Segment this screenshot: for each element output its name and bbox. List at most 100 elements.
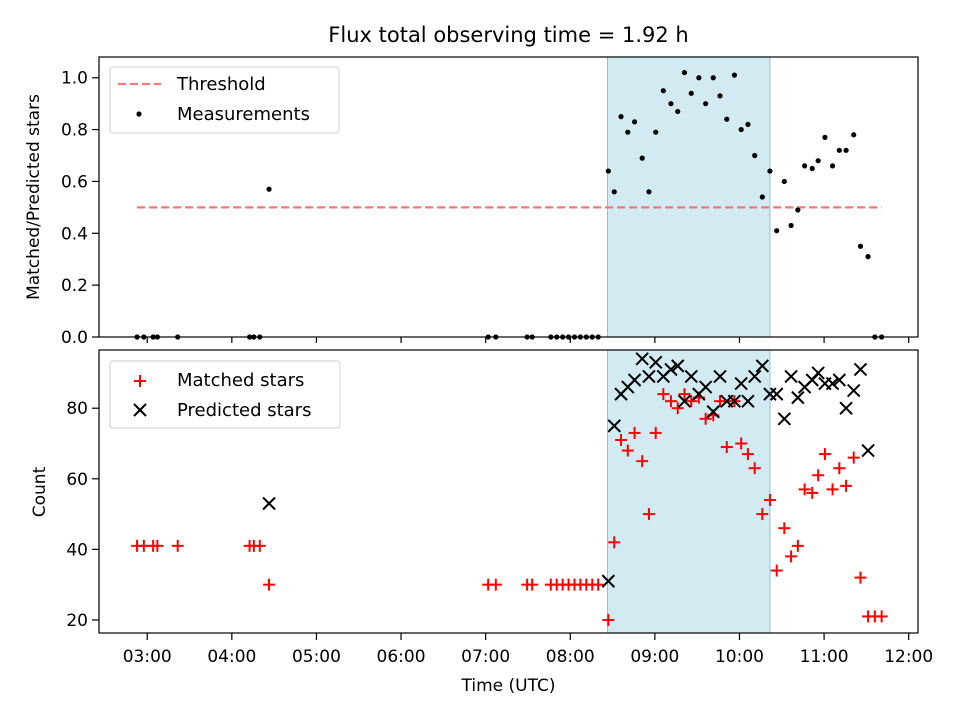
measurement-point bbox=[802, 163, 808, 169]
predicted-star-point bbox=[846, 383, 861, 398]
measurement-point bbox=[646, 189, 652, 195]
predicted-star-point bbox=[677, 394, 692, 408]
bottom-y-tick-label: 60 bbox=[66, 470, 88, 490]
measurement-point bbox=[781, 178, 787, 185]
predicted-star-point bbox=[727, 394, 742, 408]
measurement-point bbox=[675, 108, 681, 115]
predicted-star-point bbox=[748, 369, 762, 384]
measurement-point bbox=[625, 129, 631, 135]
measurement-point bbox=[668, 101, 674, 107]
x-tick-label: 07:00 bbox=[461, 647, 510, 667]
predicted-star-point bbox=[706, 405, 720, 419]
matched-star-point bbox=[602, 613, 615, 626]
measurement-point bbox=[631, 119, 638, 125]
bottom-x-ticks: 03:00 04:00 05:00 06:00 07:00 08:00 09:00 10:00… bbox=[123, 633, 933, 667]
measurement-point bbox=[759, 194, 765, 200]
predicted-star-point bbox=[755, 359, 770, 373]
measurement-point bbox=[843, 147, 849, 153]
x-tick-label: 06:00 bbox=[377, 647, 426, 667]
predicted-star-point bbox=[839, 401, 853, 415]
matched-star-point bbox=[642, 508, 655, 521]
top-y-tick-label: 0.4 bbox=[61, 224, 88, 244]
predicted-star-point bbox=[811, 366, 825, 380]
matched-star-point bbox=[685, 395, 698, 408]
measurement-point bbox=[829, 163, 836, 169]
measurement-legend-dot-icon bbox=[136, 111, 142, 117]
matched-star-point bbox=[171, 539, 184, 552]
measurement-point bbox=[815, 158, 821, 164]
measurement-point bbox=[724, 116, 730, 122]
top-y-tick-label: 0.6 bbox=[61, 172, 88, 192]
measurement-point bbox=[639, 155, 645, 161]
measurement-point bbox=[653, 129, 659, 135]
measurement-point bbox=[745, 121, 751, 128]
matched-star-point bbox=[840, 479, 853, 492]
legend-measurements-label: Measurements bbox=[177, 104, 310, 125]
matched-star-point bbox=[818, 448, 831, 461]
top-plot-frame bbox=[98, 56, 919, 338]
matched-star-point bbox=[763, 493, 776, 506]
matched-star-point bbox=[657, 388, 670, 401]
measurement-point bbox=[688, 90, 694, 96]
x-tick-label: 05:00 bbox=[292, 647, 341, 667]
measurement-point bbox=[731, 72, 738, 78]
matched-star-point bbox=[812, 469, 825, 482]
top-y-axis-label: Matched/Predicted stars bbox=[24, 94, 44, 300]
matched-star-point bbox=[847, 451, 860, 464]
predicted-star-point bbox=[777, 412, 792, 426]
measurement-point bbox=[681, 69, 688, 76]
x-axis-label: Time (UTC) bbox=[461, 676, 556, 696]
predicted-star-point bbox=[791, 390, 805, 405]
matched-star-point bbox=[756, 508, 769, 521]
matched-star-point bbox=[833, 462, 846, 475]
matched-star-point bbox=[151, 539, 164, 552]
predicted-star-point bbox=[635, 352, 649, 366]
x-tick-label: 03:00 bbox=[123, 647, 172, 667]
predicted-star-point bbox=[769, 387, 784, 401]
predicted-legend-x-icon bbox=[133, 403, 147, 417]
predicted-star-point bbox=[607, 419, 621, 433]
predicted-star-point bbox=[601, 574, 616, 588]
matched-star-point bbox=[875, 610, 888, 623]
bottom-legend-box bbox=[109, 360, 341, 429]
x-tick-label: 12:00 bbox=[884, 647, 933, 667]
matched-star-point bbox=[608, 536, 621, 549]
top-highlight-layer bbox=[606, 56, 771, 338]
matched-star-point bbox=[735, 437, 748, 450]
matched-star-point bbox=[678, 388, 691, 401]
measurement-point bbox=[809, 165, 815, 172]
top-legend-box bbox=[109, 66, 340, 134]
measurement-point bbox=[822, 134, 828, 140]
matched-star-point bbox=[526, 578, 539, 591]
matched-star-point bbox=[826, 483, 839, 496]
measurement-point bbox=[717, 93, 723, 99]
matched-star-point bbox=[489, 578, 502, 591]
bottom-y-axis-label: Count bbox=[30, 466, 50, 517]
predicted-star-point bbox=[741, 394, 755, 408]
predicted-star-point bbox=[861, 443, 875, 458]
matched-star-point bbox=[798, 483, 811, 496]
predicted-star-point bbox=[853, 362, 868, 377]
matched-star-point bbox=[720, 441, 733, 454]
matched-star-point bbox=[770, 564, 783, 577]
matched-star-point bbox=[263, 578, 276, 591]
matched-star-point bbox=[664, 395, 677, 408]
measurement-point bbox=[738, 126, 744, 133]
matched-star-point bbox=[741, 448, 754, 461]
legend-predicted-label: Predicted stars bbox=[177, 400, 311, 421]
x-tick-label: 11:00 bbox=[800, 647, 849, 667]
predicted-star-point bbox=[832, 373, 847, 387]
highlight-span bbox=[606, 56, 771, 338]
top-x-ticks bbox=[146, 337, 910, 343]
matched-star-point bbox=[253, 539, 266, 552]
measurement-point bbox=[703, 101, 709, 107]
matched-star-point bbox=[615, 433, 628, 446]
predicted-star-point bbox=[671, 359, 685, 373]
measurement-point bbox=[836, 147, 842, 153]
x-tick-label: 09:00 bbox=[630, 647, 679, 667]
measurement-point bbox=[851, 132, 857, 138]
predicted-star-point bbox=[698, 380, 713, 394]
measurement-point bbox=[605, 168, 611, 174]
